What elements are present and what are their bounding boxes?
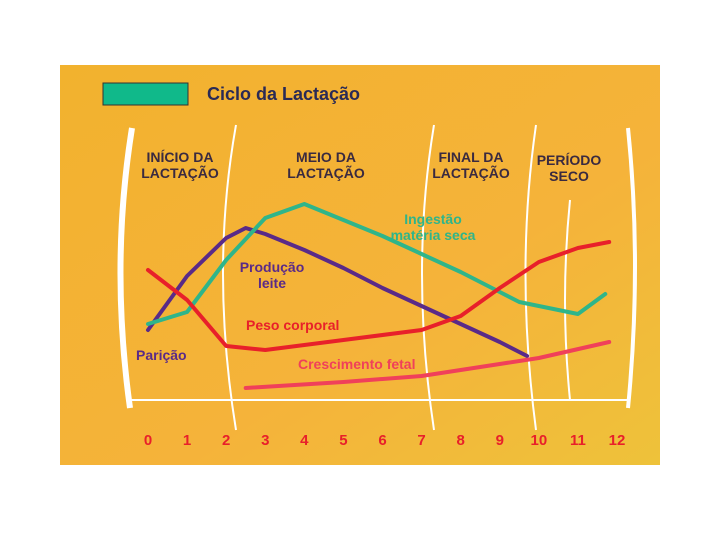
phase-dividers — [117, 124, 637, 431]
phase-label: PERÍODO SECO — [536, 152, 602, 184]
divider — [222, 124, 237, 431]
series-label: Ingestão matéria seca — [390, 211, 476, 243]
x-tick-label: 2 — [222, 432, 230, 449]
chart-title: Ciclo da Lactação — [207, 84, 360, 104]
divider — [524, 124, 537, 431]
divider — [626, 127, 637, 409]
divider — [564, 199, 571, 401]
series-label: Produção leite — [239, 259, 305, 291]
x-tick-label: 6 — [378, 432, 386, 449]
x-tick-label: 11 — [570, 432, 586, 449]
x-tick-label: 1 — [183, 432, 191, 449]
series-label: Crescimento fetal — [298, 356, 416, 372]
series-line — [146, 202, 608, 326]
series-line — [146, 240, 612, 352]
x-tick-label: 5 — [339, 432, 347, 449]
x-tick-label: 0 — [144, 432, 152, 449]
x-tick-label: 8 — [456, 432, 464, 449]
divider — [117, 127, 135, 409]
x-tick-label: 12 — [609, 432, 626, 449]
title-box — [102, 82, 189, 106]
x-tick-label: 4 — [300, 432, 309, 449]
phase-label: MEIO DA LACTAÇÃO — [287, 149, 365, 181]
phase-label: FINAL DA LACTAÇÃO — [432, 149, 510, 181]
x-tick-label: 3 — [261, 432, 269, 449]
series-line — [243, 340, 612, 390]
background — [60, 65, 660, 465]
phase-label: INÍCIO DA LACTAÇÃO — [141, 149, 219, 181]
divider — [421, 124, 435, 431]
x-tick-label: 7 — [417, 432, 425, 449]
annotation: Parição — [136, 347, 187, 363]
x-tick-label: 9 — [496, 432, 504, 449]
series-line — [146, 226, 530, 358]
series-label: Peso corporal — [246, 317, 340, 333]
x-tick-label: 10 — [530, 432, 547, 449]
